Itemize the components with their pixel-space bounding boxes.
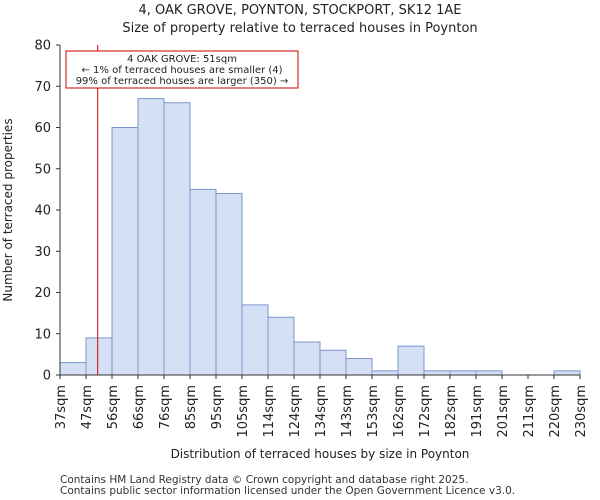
x-tick-label: 182sqm — [444, 385, 459, 438]
x-tick-label: 76sqm — [158, 385, 173, 429]
x-tick-label: 220sqm — [548, 385, 563, 438]
histogram-bar — [345, 358, 373, 376]
histogram-bar — [449, 370, 477, 376]
histogram-bar — [319, 349, 347, 376]
annotation-text: ← 1% of terraced houses are smaller (4) — [82, 65, 283, 76]
y-tick-label: 70 — [34, 80, 51, 95]
footer-credit-1: Contains HM Land Registry data © Crown c… — [60, 474, 469, 486]
x-tick-label: 201sqm — [496, 385, 511, 438]
y-tick-label: 20 — [34, 286, 51, 301]
x-tick-label: 153sqm — [366, 385, 381, 438]
x-tick-label: 66sqm — [132, 385, 147, 429]
x-tick-label: 230sqm — [574, 385, 589, 438]
y-tick-label: 30 — [34, 245, 51, 260]
y-tick-label: 10 — [34, 327, 51, 342]
y-tick-label: 50 — [34, 162, 51, 177]
x-tick-label: 211sqm — [522, 385, 537, 438]
histogram-bar — [137, 98, 165, 376]
x-tick-label: 172sqm — [418, 385, 433, 438]
y-axis-label: Number of terraced properties — [1, 118, 15, 301]
histogram-bar — [189, 188, 217, 376]
histogram-bar — [553, 370, 581, 376]
histogram-bar — [371, 370, 399, 376]
histogram-bar — [85, 337, 113, 376]
histogram-bar — [475, 370, 503, 376]
chart-subtitle: Size of property relative to terraced ho… — [122, 21, 478, 36]
y-tick-label: 80 — [34, 39, 51, 54]
x-tick-label: 47sqm — [80, 385, 95, 429]
histogram-bar — [397, 345, 425, 376]
y-tick-label: 0 — [43, 369, 51, 384]
histogram-bar — [111, 127, 139, 376]
x-axis-label: Distribution of terraced houses by size … — [171, 447, 470, 461]
annotation-text: 99% of terraced houses are larger (350) … — [76, 76, 289, 87]
x-tick-label: 143sqm — [340, 385, 355, 438]
histogram-bar — [163, 102, 191, 376]
histogram-bar — [423, 370, 451, 376]
y-tick-label: 40 — [34, 204, 51, 219]
x-tick-label: 114sqm — [262, 385, 277, 438]
histogram-bar — [267, 316, 295, 376]
histogram-bar — [241, 304, 269, 376]
histogram-bar — [293, 341, 321, 376]
annotation-box — [65, 50, 299, 89]
histogram-bar — [59, 362, 87, 376]
y-tick-label: 60 — [34, 121, 51, 136]
histogram-bar — [215, 193, 243, 376]
x-tick-label: 191sqm — [470, 385, 485, 438]
x-tick-label: 124sqm — [288, 385, 303, 438]
x-tick-label: 56sqm — [106, 385, 121, 429]
chart-title: 4, OAK GROVE, POYNTON, STOCKPORT, SK12 1… — [138, 3, 462, 18]
annotation-text: 4 OAK GROVE: 51sqm — [127, 54, 237, 65]
x-tick-label: 85sqm — [184, 385, 199, 429]
x-tick-label: 162sqm — [392, 385, 407, 438]
footer-credit-2: Contains public sector information licen… — [60, 485, 516, 497]
x-tick-label: 95sqm — [210, 385, 225, 429]
x-tick-label: 105sqm — [236, 385, 251, 438]
x-tick-label: 134sqm — [314, 385, 329, 438]
x-tick-label: 37sqm — [54, 385, 69, 429]
